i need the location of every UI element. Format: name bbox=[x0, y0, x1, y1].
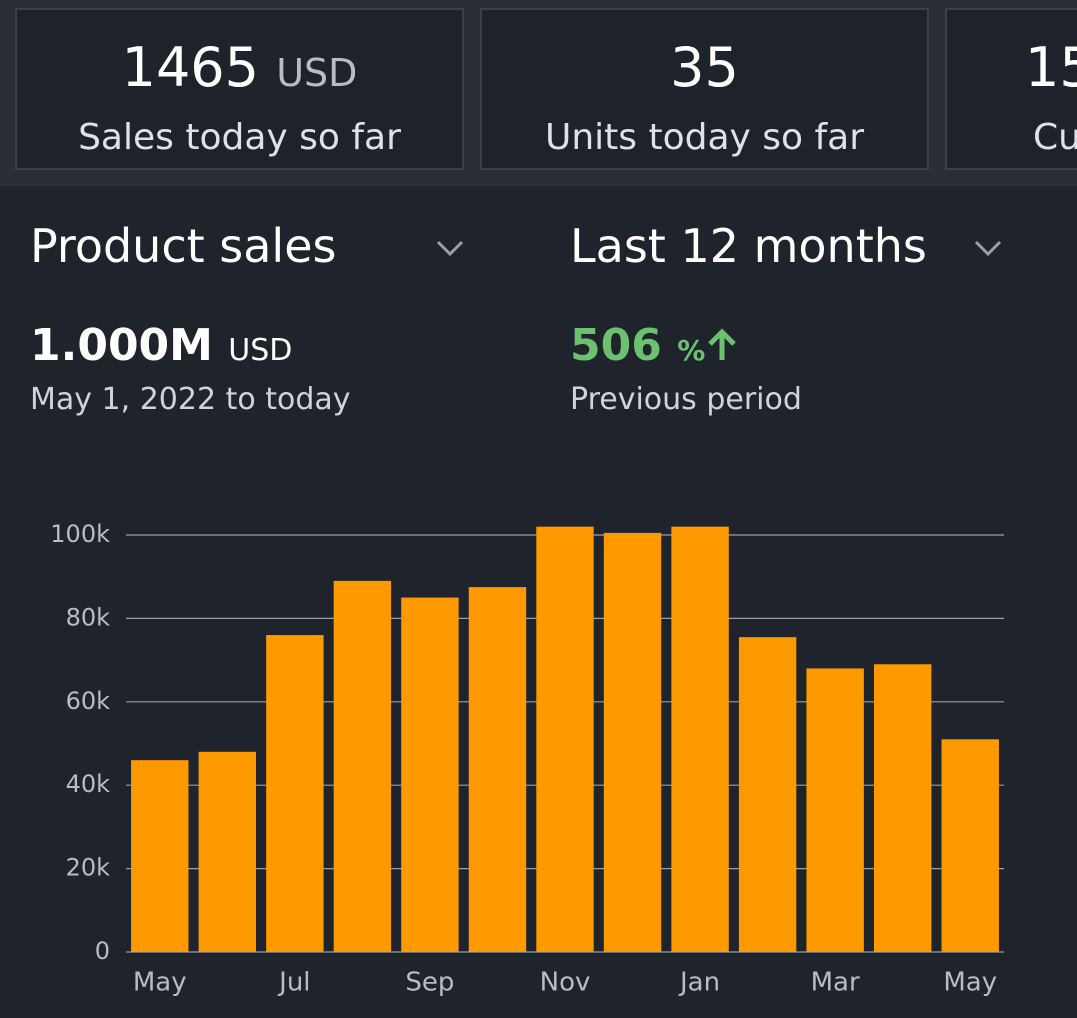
change-row: 506 % bbox=[570, 318, 739, 379]
total-row: 1.000M USD bbox=[30, 318, 292, 379]
x-tick-label: Nov bbox=[540, 968, 591, 998]
kpi-value-row: 1465 USD bbox=[17, 38, 462, 103]
y-tick-label: 40k bbox=[66, 770, 111, 798]
y-tick-label: 60k bbox=[66, 687, 111, 715]
chevron-icon bbox=[436, 240, 464, 257]
kpi-card[interactable]: 1465 USD Sales today so far bbox=[15, 8, 464, 170]
chevron-icon bbox=[974, 240, 1002, 257]
kpi-value: 15 bbox=[1025, 36, 1077, 99]
bar bbox=[536, 526, 594, 952]
x-tick-label: May bbox=[133, 968, 187, 998]
bar bbox=[131, 760, 189, 952]
total-unit: USD bbox=[228, 333, 293, 368]
kpi-card[interactable]: 15 Cu bbox=[945, 8, 1077, 170]
y-tick-label: 0 bbox=[95, 937, 110, 965]
kpi-unit: USD bbox=[276, 51, 358, 95]
period-dropdown[interactable]: Last 12 months bbox=[570, 219, 927, 273]
metric-dropdown[interactable]: Product sales bbox=[30, 219, 337, 273]
bar bbox=[873, 664, 932, 952]
change-label: Previous period bbox=[570, 382, 802, 417]
bar bbox=[198, 751, 257, 952]
chart: 0 20k 40k 60k 80k 100k May Jul Sep Nov Jan Mar May bbox=[50, 520, 1004, 998]
kpi-value: 35 bbox=[670, 36, 739, 99]
total-value: 1.000M bbox=[30, 320, 213, 371]
y-tick-label: 80k bbox=[66, 603, 111, 631]
bar bbox=[468, 587, 527, 952]
kpi-label: Cu bbox=[1033, 117, 1077, 158]
kpi-label: Units today so far bbox=[544, 117, 865, 158]
up-arrow-icon bbox=[708, 328, 737, 360]
bar bbox=[806, 668, 864, 952]
date-range: May 1, 2022 to today bbox=[30, 382, 351, 417]
change-unit: % bbox=[677, 334, 706, 367]
bar bbox=[333, 580, 392, 952]
bar bbox=[671, 526, 729, 952]
kpi-value: 1465 bbox=[121, 36, 260, 99]
bar bbox=[941, 739, 999, 952]
kpi-label: Sales today so far bbox=[78, 117, 401, 158]
x-tick-label: Mar bbox=[811, 968, 860, 998]
bar bbox=[603, 532, 662, 952]
x-tick-label: Jan bbox=[678, 968, 720, 998]
bar bbox=[401, 597, 459, 952]
y-tick-label: 20k bbox=[66, 854, 111, 882]
y-tick-label: 100k bbox=[50, 520, 110, 548]
bar bbox=[266, 635, 324, 952]
x-tick-label: Jul bbox=[277, 968, 310, 998]
x-tick-label: Sep bbox=[405, 968, 454, 998]
change-value: 506 bbox=[570, 320, 662, 371]
bar bbox=[738, 637, 797, 952]
x-tick-label: May bbox=[943, 968, 997, 998]
kpi-card[interactable]: 35 Units today so far bbox=[480, 8, 929, 170]
